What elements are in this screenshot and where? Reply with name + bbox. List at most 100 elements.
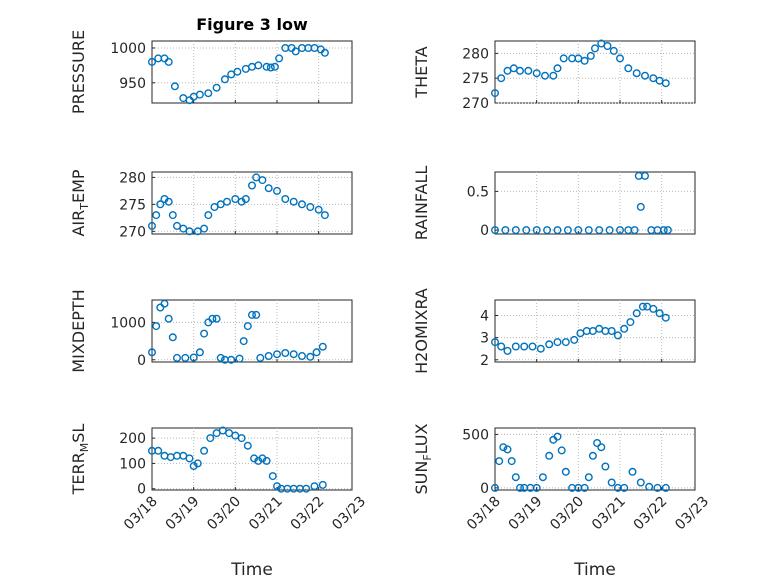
data-point: [491, 226, 500, 235]
data-point: [570, 335, 579, 344]
data-point: [266, 63, 275, 72]
data-point: [653, 483, 662, 492]
data-point: [154, 446, 163, 455]
data-point: [655, 309, 664, 318]
y-axis-label: AIRTEMP: [69, 169, 91, 236]
data-point: [289, 350, 298, 359]
data-point: [497, 74, 506, 83]
data-point: [516, 483, 525, 492]
data-point: [536, 344, 545, 353]
data-point: [254, 61, 263, 70]
data-point: [497, 342, 506, 351]
data-point: [532, 226, 541, 235]
plot-area: [494, 299, 696, 363]
data-point: [591, 44, 600, 53]
data-point: [204, 211, 213, 220]
data-point: [516, 66, 525, 75]
data-point: [185, 227, 194, 236]
data-point: [491, 483, 500, 492]
y-tick-label: 0: [137, 482, 146, 498]
data-point: [645, 482, 654, 491]
data-point: [607, 478, 616, 487]
x-tick-label: 03/21: [589, 494, 629, 534]
data-point: [312, 348, 321, 357]
y-axis-label: H2OMIXRA: [412, 288, 431, 374]
data-point: [511, 226, 520, 235]
data-point: [262, 62, 271, 71]
data-point: [193, 227, 202, 236]
data-point: [193, 459, 202, 468]
data-point: [208, 314, 217, 323]
data-point: [549, 71, 558, 80]
data-point: [216, 353, 225, 362]
data-point: [258, 176, 267, 185]
x-axis-label-left: Time: [230, 560, 273, 580]
data-point: [605, 226, 614, 235]
data-point: [638, 302, 647, 311]
data-point: [172, 221, 181, 230]
data-point: [275, 54, 284, 63]
subplot-h2omixra: 2 3 4 H2OMIXRA: [412, 288, 696, 374]
x-tick-label: 03/20: [204, 494, 244, 534]
data-point: [268, 472, 277, 481]
y-tick-label: 2: [480, 353, 489, 369]
x-tick-label: 03/20: [547, 494, 587, 534]
data-point: [559, 54, 568, 63]
data-point: [281, 194, 290, 203]
data-point: [306, 202, 315, 211]
data-point: [147, 348, 156, 357]
data-point: [189, 353, 198, 362]
figure-title: Figure 3 low: [196, 15, 308, 34]
data-point: [620, 324, 629, 333]
y-tick-label: 1000: [110, 315, 146, 331]
y-axis-label: PRESSURE: [69, 30, 88, 114]
data-point: [243, 441, 252, 450]
data-point: [649, 304, 658, 313]
data-point: [511, 473, 520, 482]
y-tick-label: 0: [480, 481, 489, 497]
data-point: [613, 331, 622, 340]
data-point: [586, 51, 595, 60]
data-point: [298, 352, 307, 361]
y-tick-label: 4: [480, 309, 489, 325]
data-point: [553, 64, 562, 73]
y-axis-label: SUNFLUX: [412, 423, 434, 494]
data-point: [561, 338, 570, 347]
y-tick-label: 3: [480, 331, 489, 347]
data-point: [291, 47, 300, 56]
data-point: [601, 462, 610, 471]
y-tick-label: 275: [119, 197, 146, 213]
data-point: [273, 186, 282, 195]
data-point: [636, 202, 645, 211]
data-point: [491, 338, 500, 347]
data-point: [164, 57, 173, 66]
data-point: [616, 226, 625, 235]
x-tick-label: 03/22: [631, 494, 671, 534]
y-tick-label: 0: [137, 353, 146, 369]
data-point: [320, 48, 329, 57]
data-point: [553, 338, 562, 347]
data-point: [306, 352, 315, 361]
data-point: [212, 83, 221, 92]
data-point: [624, 64, 633, 73]
data-point: [256, 353, 265, 362]
data-point: [168, 333, 177, 342]
data-point: [195, 90, 204, 99]
subplot-air_temp: 270 275 280 AIRTEMP: [69, 169, 353, 240]
data-point: [264, 184, 273, 193]
y-axis-label: RAINFALL: [412, 166, 431, 241]
data-point: [580, 56, 589, 65]
data-point: [318, 342, 327, 351]
data-point: [538, 473, 547, 482]
data-point: [588, 451, 597, 460]
subplot-mixdepth: 0 1000 MIXDEPTH: [69, 289, 353, 373]
data-point: [168, 211, 177, 220]
y-tick-label: 0: [480, 223, 489, 239]
x-tick-label: 03/18: [464, 494, 504, 534]
x-tick-label: 03/21: [246, 494, 286, 534]
data-point: [302, 484, 311, 493]
subplot-pressure: 950 1000 PRESSURE: [69, 30, 353, 114]
data-point: [507, 457, 516, 466]
subplot-theta: 270 275 280 THETA: [412, 39, 696, 112]
